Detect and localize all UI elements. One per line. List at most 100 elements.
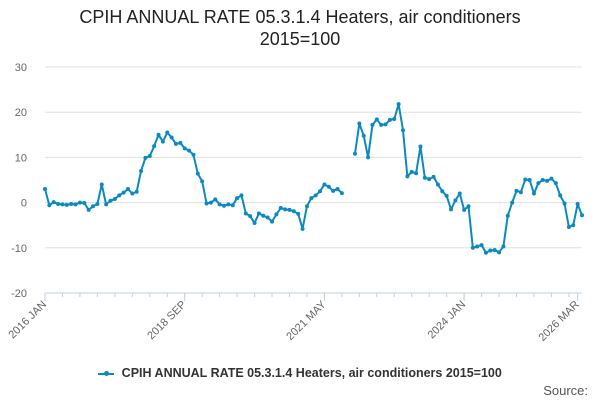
data-point[interactable] [510,201,514,205]
data-point[interactable] [139,169,143,173]
data-point[interactable] [563,202,567,206]
data-point[interactable] [279,206,283,210]
data-point[interactable] [213,197,217,201]
data-point[interactable] [471,246,475,250]
data-point[interactable] [519,190,523,194]
data-point[interactable] [301,227,305,231]
data-point[interactable] [353,152,357,156]
data-point[interactable] [47,203,51,207]
data-point[interactable] [60,202,64,206]
data-point[interactable] [244,211,248,215]
data-point[interactable] [148,154,152,158]
data-point[interactable] [170,136,174,140]
data-point[interactable] [580,213,584,217]
series-line[interactable] [45,104,582,253]
data-point[interactable] [453,198,457,202]
data-point[interactable] [82,201,86,205]
data-point[interactable] [571,223,575,227]
data-point[interactable] [379,123,383,127]
data-point[interactable] [515,189,519,193]
data-point[interactable] [266,216,270,220]
legend[interactable]: CPIH ANNUAL RATE 05.3.1.4 Heaters, air c… [0,366,600,380]
data-point[interactable] [475,244,479,248]
data-point[interactable] [327,185,331,189]
data-point[interactable] [135,190,139,194]
data-point[interactable] [331,189,335,193]
data-point[interactable] [108,199,112,203]
data-point[interactable] [287,208,291,212]
data-point[interactable] [257,211,261,215]
data-point[interactable] [576,202,580,206]
data-point[interactable] [545,179,549,183]
data-point[interactable] [126,187,130,191]
data-point[interactable] [43,187,47,191]
data-point[interactable] [497,250,501,254]
data-point[interactable] [222,204,226,208]
data-point[interactable] [423,176,427,180]
data-point[interactable] [528,178,532,182]
data-point[interactable] [493,248,497,252]
data-point[interactable] [209,201,213,205]
data-point[interactable] [506,214,510,218]
data-point[interactable] [78,201,82,205]
data-point[interactable] [501,244,505,248]
data-point[interactable] [541,178,545,182]
data-point[interactable] [183,146,187,150]
data-point[interactable] [458,192,462,196]
data-point[interactable] [161,140,165,144]
data-point[interactable] [100,183,104,187]
data-point[interactable] [340,191,344,195]
data-point[interactable] [52,200,56,204]
data-point[interactable] [235,196,239,200]
data-point[interactable] [95,202,99,206]
data-point[interactable] [427,177,431,181]
data-point[interactable] [432,175,436,179]
data-point[interactable] [157,133,161,137]
data-point[interactable] [248,214,252,218]
data-point[interactable] [523,178,527,182]
data-point[interactable] [239,193,243,197]
data-point[interactable] [187,149,191,153]
data-point[interactable] [480,243,484,247]
data-point[interactable] [549,177,553,181]
data-point[interactable] [69,202,73,206]
data-point[interactable] [314,193,318,197]
data-point[interactable] [165,131,169,135]
data-point[interactable] [336,187,340,191]
data-point[interactable] [362,134,366,138]
data-point[interactable] [56,202,60,206]
data-point[interactable] [305,204,309,208]
data-point[interactable] [261,214,265,218]
data-point[interactable] [357,122,361,126]
data-point[interactable] [445,194,449,198]
data-point[interactable] [309,196,313,200]
data-point[interactable] [91,204,95,208]
data-point[interactable] [231,203,235,207]
data-point[interactable] [414,171,418,175]
data-point[interactable] [318,189,322,193]
data-point[interactable] [191,153,195,157]
data-point[interactable] [466,204,470,208]
data-series[interactable] [43,102,584,255]
data-point[interactable] [117,193,121,197]
data-point[interactable] [178,141,182,145]
data-point[interactable] [370,123,374,127]
data-point[interactable] [436,183,440,187]
data-point[interactable] [462,208,466,212]
data-point[interactable] [375,117,379,121]
data-point[interactable] [567,225,571,229]
data-point[interactable] [558,193,562,197]
data-point[interactable] [253,221,257,225]
data-point[interactable] [440,189,444,193]
data-point[interactable] [488,249,492,253]
data-point[interactable] [405,174,409,178]
data-point[interactable] [196,172,200,176]
data-point[interactable] [174,142,178,146]
data-point[interactable] [130,192,134,196]
data-point[interactable] [74,202,78,206]
data-point[interactable] [218,202,222,206]
data-point[interactable] [532,192,536,196]
data-point[interactable] [122,191,126,195]
data-point[interactable] [113,197,117,201]
data-point[interactable] [104,202,108,206]
